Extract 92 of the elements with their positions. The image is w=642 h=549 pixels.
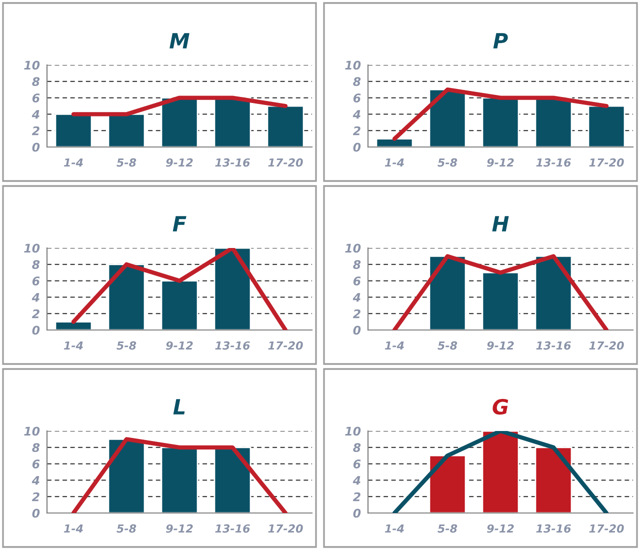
chart-title: H [492,216,509,232]
y-tick-label: 8 [353,77,361,86]
x-tick-label: 17-20 [268,158,303,167]
chart-title: G [492,398,508,415]
chart-title: L [173,399,185,414]
x-tick-label: 1-4 [384,524,404,533]
x-tick-label: 9-12 [166,158,193,167]
y-tick-label: 4 [32,293,40,302]
x-tick-label: 9-12 [166,341,193,350]
chart-title: M [170,33,190,48]
bar [54,321,92,330]
bar [108,114,146,147]
bar [214,248,252,330]
bar [482,431,520,513]
bar [376,138,414,147]
x-tick-label: 17-20 [589,341,624,350]
y-tick-label: 0 [32,326,40,335]
x-tick-label: 13-16 [536,524,571,533]
y-tick-label: 8 [32,77,40,86]
line-series [392,431,609,513]
bar [428,88,466,147]
y-tick-label: 2 [352,309,360,318]
line-series [71,248,288,330]
y-tick-label: 10 [24,426,40,436]
y-tick-label: 2 [352,126,360,136]
y-tick-label: 0 [353,142,361,152]
y-tick-label: 10 [24,244,40,253]
x-tick-label: 9-12 [487,524,514,533]
x-tick-label: 17-20 [268,341,303,350]
y-tick-label: 6 [353,94,361,102]
y-tick-label: 0 [32,142,40,152]
y-tick-label: 2 [32,126,40,136]
x-tick-label: 5-8 [438,158,458,167]
bar [588,105,626,147]
bar [428,454,466,513]
y-tick-label: 6 [32,460,40,468]
x-tick-label: 1-4 [64,341,83,350]
y-tick-label: 10 [24,60,40,70]
x-tick-label: 9-12 [166,524,193,533]
bar [160,97,198,147]
bar [482,97,520,147]
x-tick-label: 5-8 [116,341,136,350]
chart-title: P [493,33,508,48]
y-tick-label: 10 [345,60,361,70]
x-tick-label: 1-4 [64,158,83,167]
bar [54,114,92,147]
y-tick-label: 8 [32,443,40,452]
x-tick-label: 9-12 [487,158,514,167]
y-tick-label: 2 [352,492,360,502]
bar [534,97,572,147]
y-tick-label: 0 [32,508,40,518]
y-tick-label: 6 [32,276,40,286]
y-tick-label: 4 [352,110,360,119]
x-tick-label: 1-4 [64,524,83,533]
y-tick-label: 6 [353,276,361,286]
x-tick-label: 5-8 [116,158,136,167]
y-tick-label: 8 [32,260,40,270]
y-tick-label: 6 [32,94,40,102]
y-tick-label: 4 [32,110,40,119]
x-tick-label: 13-16 [536,341,571,350]
bar [266,105,304,147]
x-tick-label: 13-16 [536,158,571,167]
x-tick-label: 5-8 [438,524,458,533]
y-tick-label: 0 [353,508,361,518]
bar [534,446,572,513]
bar [160,280,198,330]
y-tick-label: 0 [353,326,361,335]
x-tick-label: 13-16 [215,341,250,350]
x-tick-label: 1-4 [384,158,404,167]
y-tick-label: 10 [345,244,361,253]
x-tick-label: 1-4 [384,341,404,350]
x-tick-label: 5-8 [438,341,458,350]
y-tick-label: 2 [32,309,40,318]
y-tick-label: 10 [345,426,361,436]
line-series [392,88,609,141]
y-tick-label: 8 [353,260,361,270]
x-tick-label: 5-8 [116,524,136,533]
bar [108,264,146,330]
x-tick-label: 17-20 [268,524,303,533]
x-tick-label: 17-20 [589,158,624,167]
y-tick-label: 4 [32,476,40,485]
y-tick-label: 4 [352,476,360,485]
x-tick-label: 17-20 [589,524,624,533]
bar [214,97,252,147]
y-tick-label: 2 [32,492,40,502]
chart-title: F [172,216,186,232]
y-tick-label: 8 [353,443,361,452]
y-tick-label: 4 [352,293,360,302]
x-tick-label: 9-12 [487,341,514,350]
y-tick-label: 6 [353,460,361,468]
x-tick-label: 13-16 [215,158,250,167]
x-tick-label: 13-16 [215,524,250,533]
